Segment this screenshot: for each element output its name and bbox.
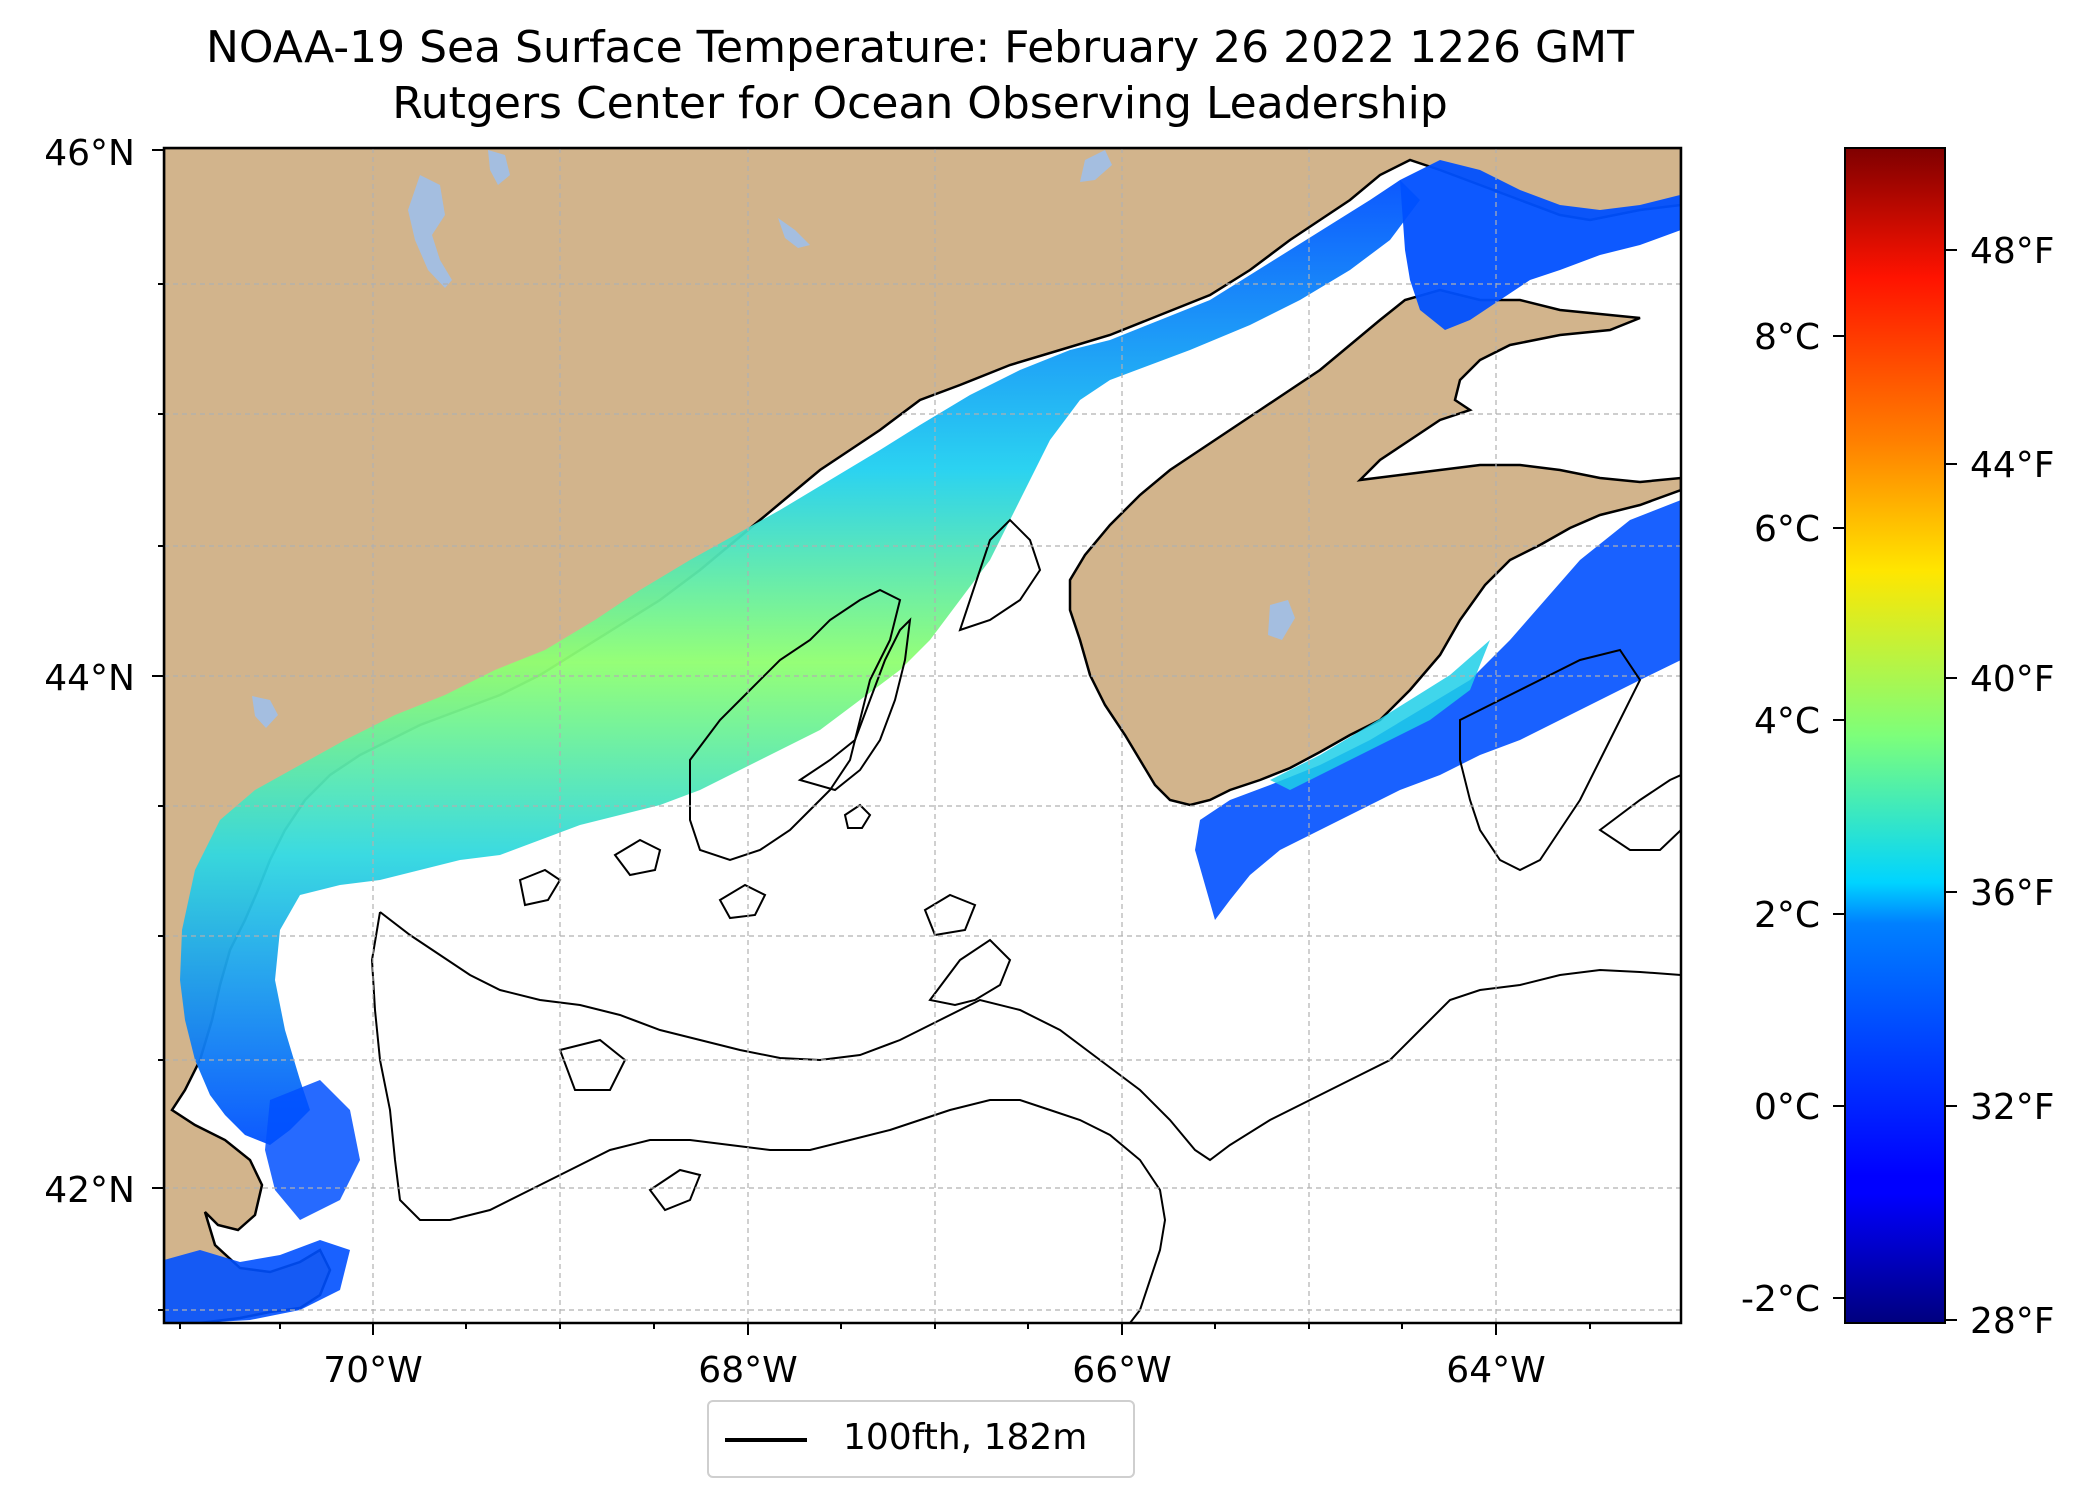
lat-label-46: 46°N	[44, 133, 135, 174]
lon-label-64w: 64°W	[1446, 1350, 1545, 1391]
map-panel	[164, 148, 1681, 1323]
lon-label-68w: 68°W	[698, 1350, 797, 1391]
colorbar-f-label-44: 44°F	[1970, 445, 2055, 486]
legend-label: 100fth, 182m	[843, 1417, 1088, 1458]
lakes	[252, 150, 1295, 728]
colorbar-f-label-32: 32°F	[1970, 1087, 2055, 1128]
nova-scotia-land	[1068, 288, 1681, 807]
colorbar-c-label-8: 8°C	[1754, 317, 1820, 358]
colorbar-c-label-6: 6°C	[1754, 509, 1820, 550]
legend: 100fth, 182m	[707, 1400, 1135, 1478]
longitude-axis	[179, 1323, 1591, 1335]
lon-label-70w: 70°W	[323, 1350, 422, 1391]
colorbar-f-label-48: 48°F	[1970, 231, 2055, 272]
colorbar-c-label-0: 0°C	[1754, 1087, 1820, 1128]
chart-subtitle: Rutgers Center for Ocean Observing Leade…	[392, 78, 1448, 129]
colorbar-gradient	[1844, 147, 1946, 1324]
gridlines	[164, 148, 1681, 1323]
colorbar-f-label-36: 36°F	[1970, 873, 2055, 914]
colorbar-c-label-2: 2°C	[1754, 895, 1820, 936]
colorbar-f-label-40: 40°F	[1970, 659, 2055, 700]
colorbar-ticks	[1833, 249, 1957, 1321]
map-frame	[162, 146, 1683, 1325]
chart-title: NOAA-19 Sea Surface Temperature: Februar…	[206, 22, 1634, 73]
colorbar-f-label-28: 28°F	[1970, 1301, 2055, 1342]
latitude-axis	[152, 149, 164, 1311]
lat-label-42: 42°N	[44, 1170, 135, 1211]
colorbar-c-label-m2: -2°C	[1741, 1279, 1820, 1320]
colorbar: -2°C 0°C 2°C 4°C 6°C 8°C 28°F 32°F 36°F …	[1741, 147, 2055, 1342]
lat-label-44: 44°N	[44, 658, 135, 699]
lon-label-66w: 66°W	[1072, 1350, 1171, 1391]
sst-swath	[164, 160, 1681, 1323]
legend-line-swatch	[725, 1438, 807, 1442]
colorbar-c-label-4: 4°C	[1754, 701, 1820, 742]
